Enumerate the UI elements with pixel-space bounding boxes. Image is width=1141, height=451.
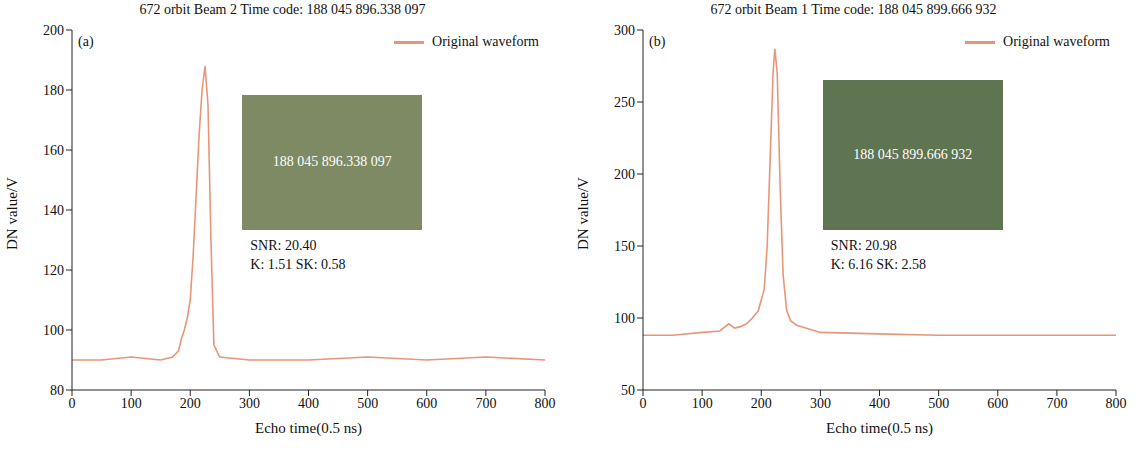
svg-text:140: 140 xyxy=(43,203,64,218)
html-text:672 orbit Beam 2 Time code: 18: 672 orbit Beam 2 Time code: 188 045 896.… xyxy=(139,2,426,17)
html-text:Original waveform: Original waveform xyxy=(1003,34,1110,49)
html-text:188 045 899.666 932: 188 045 899.666 932 xyxy=(853,147,973,163)
svg-text:250: 250 xyxy=(614,95,635,110)
svg-text:80: 80 xyxy=(50,383,64,398)
svg-text:DN value/V: DN value/V xyxy=(575,177,591,250)
svg-text:100: 100 xyxy=(121,396,142,411)
svg-text:100: 100 xyxy=(614,311,635,326)
html-text:K: 1.51 SK: 0.58: K: 1.51 SK: 0.58 xyxy=(250,256,346,272)
svg-text:200: 200 xyxy=(43,23,64,38)
svg-text:400: 400 xyxy=(869,396,890,411)
html-text:(a): (a) xyxy=(78,34,94,49)
svg-text:160: 160 xyxy=(43,143,64,158)
svg-text:DN value/V: DN value/V xyxy=(4,177,20,250)
svg-text:800: 800 xyxy=(1106,396,1127,411)
svg-text:0: 0 xyxy=(640,396,647,411)
svg-text:200: 200 xyxy=(614,167,635,182)
svg-text:500: 500 xyxy=(357,396,378,411)
html-text:(b): (b) xyxy=(649,34,666,49)
html-text:672 orbit Beam 1 Time code: 18: 672 orbit Beam 1 Time code: 188 045 899.… xyxy=(710,2,997,17)
svg-text:700: 700 xyxy=(1046,396,1067,411)
svg-text:300: 300 xyxy=(810,396,831,411)
svg-text:300: 300 xyxy=(614,23,635,38)
svg-text:150: 150 xyxy=(614,239,635,254)
svg-text:100: 100 xyxy=(692,396,713,411)
html-text:SNR: 20.98: SNR: 20.98 xyxy=(830,238,897,254)
svg-text:300: 300 xyxy=(239,396,260,411)
svg-text:200: 200 xyxy=(180,396,201,411)
svg-text:50: 50 xyxy=(621,383,635,398)
html-text:Original waveform: Original waveform xyxy=(432,34,539,49)
svg-text:600: 600 xyxy=(416,396,437,411)
svg-text:500: 500 xyxy=(928,396,949,411)
html-text:K: 6.16 SK: 2.58: K: 6.16 SK: 2.58 xyxy=(830,257,926,273)
svg-text:700: 700 xyxy=(475,396,496,411)
html-text:188 045 896.338 097: 188 045 896.338 097 xyxy=(272,154,392,170)
svg-text:0: 0 xyxy=(69,396,76,411)
svg-text:120: 120 xyxy=(43,263,64,278)
svg-text:Echo time(0.5 ns): Echo time(0.5 ns) xyxy=(255,420,362,437)
svg-text:180: 180 xyxy=(43,83,64,98)
svg-text:800: 800 xyxy=(535,396,556,411)
html-text:SNR: 20.40: SNR: 20.40 xyxy=(250,237,317,253)
svg-text:600: 600 xyxy=(987,396,1008,411)
svg-text:Echo time(0.5 ns): Echo time(0.5 ns) xyxy=(826,420,933,437)
svg-text:200: 200 xyxy=(751,396,772,411)
svg-text:400: 400 xyxy=(298,396,319,411)
svg-text:100: 100 xyxy=(43,323,64,338)
